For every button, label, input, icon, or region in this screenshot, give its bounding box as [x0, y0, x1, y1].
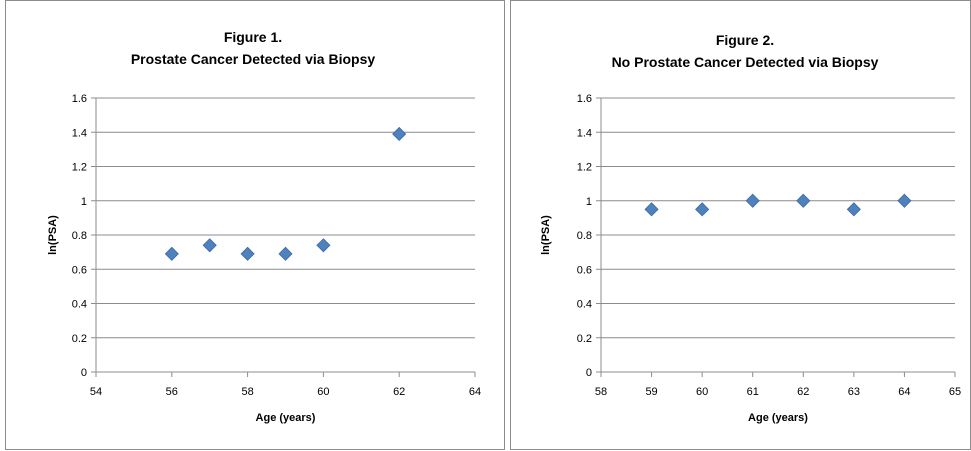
x-tick-label: 58 [595, 386, 607, 398]
y-tick-label: 1.2 [72, 162, 87, 174]
y-tick-label: 0.6 [72, 264, 87, 276]
x-tick-label: 62 [797, 386, 809, 398]
y-tick-label: 0.8 [577, 230, 592, 242]
data-point-marker [316, 238, 331, 253]
y-tick-label: 0.2 [577, 333, 592, 345]
x-axis-title: Age (years) [256, 412, 316, 424]
grid-lines [96, 97, 475, 339]
chart-title-line-1: Figure 2. [716, 32, 774, 48]
y-tick-label: 1.6 [72, 93, 87, 105]
x-tick-label: 60 [317, 386, 329, 398]
data-point-marker [846, 202, 861, 217]
y-tick-label: 0.8 [72, 230, 87, 242]
chart-panel-figure-1: 0 0.2 0.4 0.6 0.8 1 1.2 1.4 1.6 54 56 58 60 62 64 Figu… [5, 0, 505, 450]
data-point-marker [240, 246, 255, 261]
tick-labels: 0 0.2 0.4 0.6 0.8 1 1.2 1.4 1.6 54 56 58 60 62 64 [72, 93, 481, 398]
chart-title-line-2: No Prostate Cancer Detected via Biopsy [612, 54, 879, 70]
data-point-marker [644, 202, 659, 217]
x-tick-label: 59 [645, 386, 657, 398]
x-tick-label: 56 [166, 386, 178, 398]
grid-lines [601, 97, 955, 339]
scatter-chart-figure-1: 0 0.2 0.4 0.6 0.8 1 1.2 1.4 1.6 54 56 58 60 62 64 Figu… [47, 29, 481, 424]
y-tick-label: 1.4 [72, 127, 87, 139]
y-tick-label: 0.4 [577, 299, 592, 311]
chart-title-line-2: Prostate Cancer Detected via Biopsy [131, 51, 376, 67]
y-tick-label: 1.2 [577, 162, 592, 174]
tick-labels: 0 0.2 0.4 0.6 0.8 1 1.2 1.4 1.6 58 59 60 61 62 63 64 65 [577, 93, 961, 398]
y-tick-label: 1 [586, 196, 592, 208]
x-tick-label: 63 [848, 386, 860, 398]
data-point-marker [695, 202, 710, 217]
y-tick-label: 1.6 [577, 93, 592, 105]
axes [91, 97, 476, 377]
y-tick-label: 0 [586, 367, 592, 379]
data-point-marker [392, 126, 407, 142]
data-point-marker [164, 246, 179, 261]
data-point-marker [278, 246, 293, 261]
axes [596, 97, 956, 377]
data-points [644, 193, 912, 217]
x-tick-label: 58 [241, 386, 253, 398]
scatter-chart-figure-2: 00.20.40.60.811.21.41.658 59 60 61 62 63 64 65 … [540, 32, 961, 424]
y-tick-label: 0.2 [72, 333, 87, 345]
x-tick-label: 54 [90, 386, 102, 398]
x-tick-label: 61 [747, 386, 759, 398]
y-tick-label: 0 [81, 367, 87, 379]
data-points [164, 126, 407, 261]
chart-title-line-1: Figure 1. [224, 29, 282, 45]
y-tick-label: 0.6 [577, 264, 592, 276]
y-tick-label: 1.4 [577, 127, 592, 139]
data-point-marker [745, 193, 760, 208]
data-point-marker [796, 193, 811, 208]
x-tick-label: 64 [898, 386, 910, 398]
data-point-marker [897, 193, 912, 208]
chart-panel-figure-2: 0 0.2 0.4 0.6 0.8 1 1.2 1.4 1.6 58 59 60 61 62 63 64 65 … [510, 0, 971, 450]
y-axis-title: ln(PSA) [47, 215, 59, 255]
x-tick-label: 62 [393, 386, 405, 398]
data-point-marker [202, 238, 217, 253]
x-tick-label: 65 [949, 386, 961, 398]
x-tick-label: 64 [469, 386, 481, 398]
y-axis-title: ln(PSA) [540, 215, 552, 255]
x-tick-label: 60 [696, 386, 708, 398]
y-tick-label: 0.4 [72, 299, 87, 311]
y-tick-label: 1 [81, 196, 87, 208]
x-axis-title: Age (years) [748, 412, 808, 424]
